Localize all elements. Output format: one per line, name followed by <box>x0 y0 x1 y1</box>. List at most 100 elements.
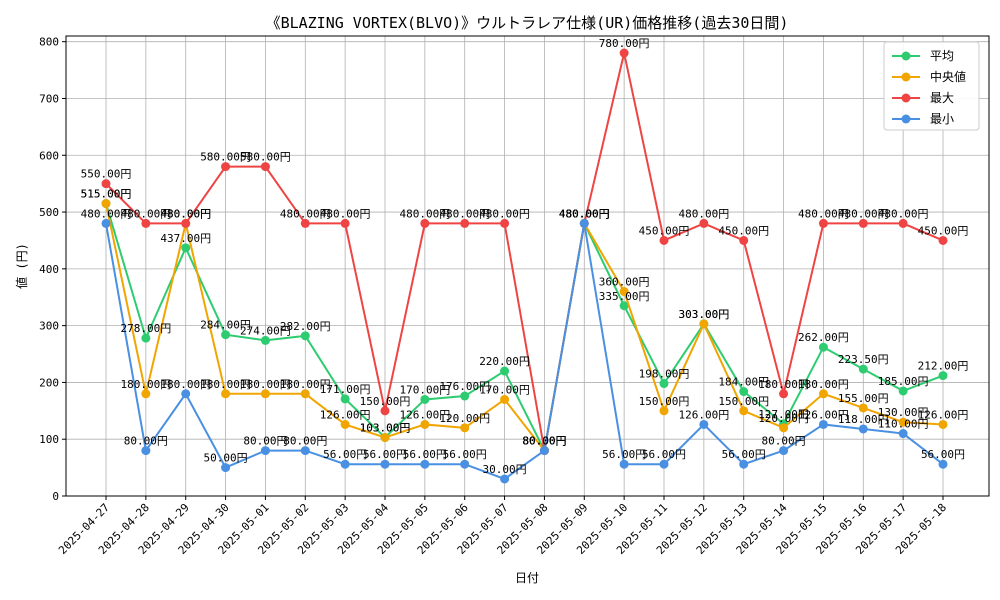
data-point-0 <box>739 387 749 397</box>
data-label: 278.00円 <box>120 322 171 335</box>
data-point-3 <box>539 446 549 456</box>
data-point-3 <box>141 446 151 456</box>
data-point-3 <box>779 446 789 456</box>
data-label: 56.00円 <box>323 448 367 461</box>
data-label: 170.00円 <box>479 383 530 396</box>
data-label: 480.00円 <box>160 207 211 220</box>
data-point-3 <box>818 419 828 429</box>
data-point-1 <box>300 389 310 399</box>
data-label: 480.00円 <box>878 207 929 220</box>
data-label: 103.00円 <box>360 422 411 435</box>
data-point-0 <box>818 342 828 352</box>
data-point-3 <box>380 459 390 469</box>
data-label: 171.00円 <box>320 383 371 396</box>
data-label: 515.00円 <box>81 188 132 201</box>
series-line-0 <box>105 203 944 454</box>
data-label: 30.00円 <box>483 463 527 476</box>
data-point-3 <box>619 459 629 469</box>
data-label: 185.00円 <box>878 375 929 388</box>
data-point-3 <box>579 218 589 228</box>
y-axis-ticks: 0 100 200 300 400 500 600 700 800 <box>39 36 66 503</box>
data-point-0 <box>181 243 191 253</box>
data-point-2 <box>260 162 270 172</box>
series-lines <box>101 48 948 484</box>
y-tick-label: 100 <box>39 433 59 446</box>
data-label: 480.00円 <box>120 207 171 220</box>
data-labels: 515.00円 278.00円 437.00円 284.00円274.00円282.0… <box>81 37 969 476</box>
data-label: 103.00円 <box>360 422 411 435</box>
data-label: 212.00円 <box>918 360 969 373</box>
data-point-1 <box>500 394 510 404</box>
data-point-1 <box>659 406 669 416</box>
data-label: 56.00円 <box>443 448 487 461</box>
data-label: 480.00円 <box>559 207 610 220</box>
data-label: 303.00円 <box>678 308 729 321</box>
data-point-1 <box>101 199 111 209</box>
data-point-0 <box>619 301 629 311</box>
data-point-1 <box>858 403 868 413</box>
data-point-2 <box>699 218 709 228</box>
data-label: 50.00円 <box>204 452 248 465</box>
data-point-3 <box>260 446 270 456</box>
data-label: 480.00円 <box>798 207 849 220</box>
legend-label: 中央値 <box>930 69 966 84</box>
data-point-0 <box>141 333 151 343</box>
data-label: 110.00円 <box>878 418 929 431</box>
data-point-2 <box>500 218 510 228</box>
data-label: 176.00円 <box>439 380 490 393</box>
data-label: 480.00円 <box>559 207 610 220</box>
data-point-3 <box>181 389 191 399</box>
data-point-2 <box>818 218 828 228</box>
y-tick-label: 600 <box>39 149 59 162</box>
data-label: 80.00円 <box>522 435 566 448</box>
y-tick-label: 800 <box>39 36 59 49</box>
data-label: 126.00円 <box>798 408 849 421</box>
data-point-0 <box>340 394 350 404</box>
data-point-0 <box>420 394 430 404</box>
legend-swatch-marker <box>901 93 911 103</box>
data-label: 126.00円 <box>320 408 371 421</box>
series-line-1 <box>105 203 944 453</box>
data-point-2 <box>779 389 789 399</box>
data-label: 150.00円 <box>360 395 411 408</box>
data-point-2 <box>938 235 948 245</box>
data-label: 180.00円 <box>200 378 251 391</box>
data-label: 56.00円 <box>722 448 766 461</box>
data-label: 56.00円 <box>403 448 447 461</box>
plot-area-frame <box>65 35 990 497</box>
y-tick-label: 0 <box>52 490 59 503</box>
data-point-2 <box>420 218 430 228</box>
data-label: 80.00円 <box>522 435 566 448</box>
data-label: 180.00円 <box>280 378 331 391</box>
data-label: 437.00円 <box>160 232 211 245</box>
data-point-1 <box>260 389 270 399</box>
data-point-0 <box>659 379 669 389</box>
data-label: 150.00円 <box>639 395 690 408</box>
data-label: 780.00円 <box>599 37 650 50</box>
data-point-0 <box>500 366 510 376</box>
data-point-2 <box>619 48 629 58</box>
data-label: 580.00円 <box>240 151 291 164</box>
data-label: 126.00円 <box>918 408 969 421</box>
data-label: 56.00円 <box>602 448 646 461</box>
legend-swatch-marker <box>901 72 911 82</box>
data-point-2 <box>181 218 191 228</box>
data-label: 56.00円 <box>921 448 965 461</box>
data-label: 80.00円 <box>522 435 566 448</box>
data-label: 274.00円 <box>240 324 291 337</box>
legend-swatch-marker <box>901 114 911 124</box>
y-tick-label: 300 <box>39 320 59 333</box>
y-tick-label: 500 <box>39 206 59 219</box>
data-point-3 <box>699 419 709 429</box>
data-point-3 <box>858 424 868 434</box>
data-point-1 <box>779 423 789 433</box>
data-label: 180.00円 <box>758 378 809 391</box>
data-point-1 <box>818 389 828 399</box>
data-point-1 <box>380 433 390 443</box>
legend-label: 最大 <box>930 91 954 105</box>
data-point-2 <box>221 162 231 172</box>
data-label: 480.00円 <box>559 207 610 220</box>
data-point-0 <box>260 335 270 345</box>
data-label: 155.00円 <box>838 392 889 405</box>
y-tick-label: 200 <box>39 376 59 389</box>
